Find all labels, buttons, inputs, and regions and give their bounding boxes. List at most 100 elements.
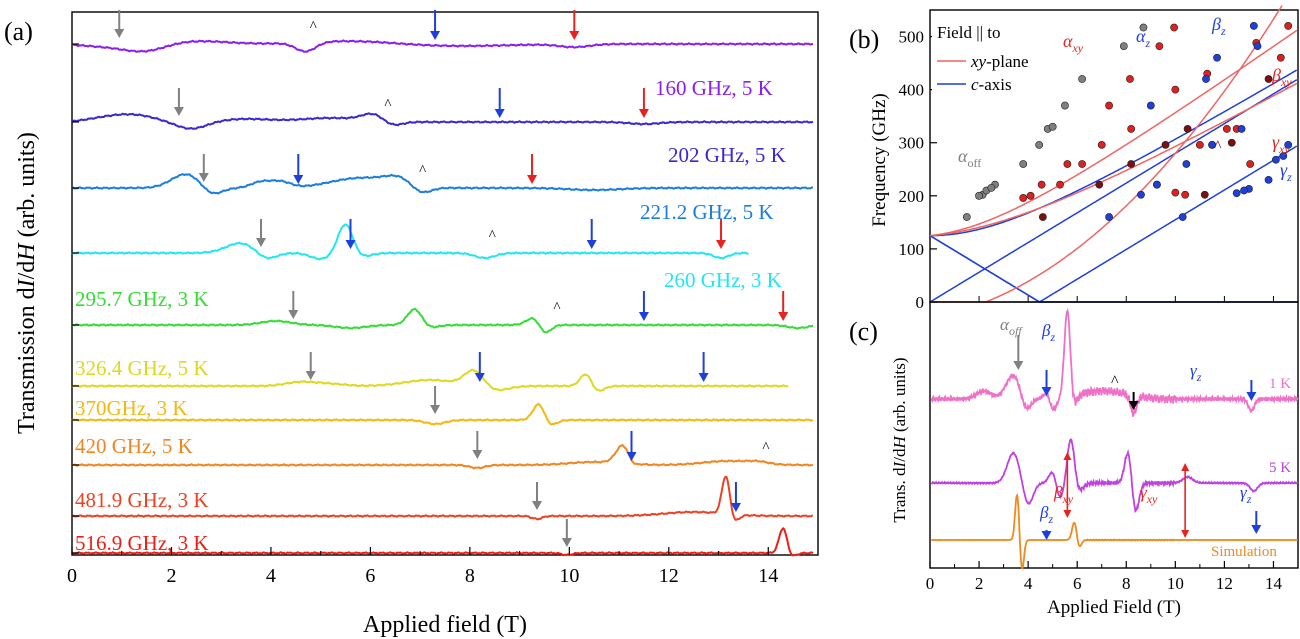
trace-label: 160 GHz, 5 K <box>655 76 773 100</box>
fit-alpha-z <box>930 69 1298 237</box>
dark-red-point <box>1183 125 1192 133</box>
label-gamma-z: γz <box>1280 160 1292 184</box>
red-point <box>1284 22 1293 30</box>
blue-arrow <box>474 352 485 382</box>
blue-point <box>1105 213 1113 221</box>
grey-arrow <box>472 431 483 459</box>
panel-b-legend: Field || to xy-plane c-axis <box>932 18 1042 100</box>
blue-point <box>1153 180 1161 189</box>
panel-b: (b) 0 100 200 300 400 500 Frequency (GHz) Fie… <box>849 5 1299 312</box>
panel-c-frame <box>929 301 1299 569</box>
x-tick-label: 12 <box>659 565 679 587</box>
c-trace-line <box>930 307 1299 417</box>
label-beta-xy: βxy <box>1271 65 1292 89</box>
c-trace-line <box>930 438 1299 514</box>
trace-label: 260 GHz, 3 K <box>664 268 782 292</box>
blue-arrow <box>494 88 505 118</box>
panel-c-label: (c) <box>849 317 878 346</box>
legend-title: Field || to <box>937 23 1000 42</box>
grey-arrow <box>430 386 441 414</box>
legend-xy-label: xy-plane <box>970 52 1029 71</box>
y-tick-label: 500 <box>899 28 925 47</box>
c-label-alpha-off: αoff <box>1000 315 1023 338</box>
blue-arrow <box>626 431 637 461</box>
c-label-gamma-z-mid: γz <box>1240 483 1252 506</box>
c-trace-line <box>931 493 1298 570</box>
red-point <box>1063 160 1072 168</box>
x-tick-label: 12 <box>1216 574 1233 593</box>
red-double-arrow <box>1181 463 1190 538</box>
trace-line <box>71 444 814 470</box>
caret-marker: ^ <box>310 19 317 35</box>
label-beta-z: βz <box>1211 14 1226 38</box>
y-tick-label: 400 <box>899 81 925 100</box>
red-point <box>1105 101 1113 110</box>
fit-gamma-xy <box>930 5 1283 303</box>
red-point <box>1026 191 1035 200</box>
trace-label: 202 GHz, 5 K <box>668 143 786 167</box>
dark-red-point <box>1127 160 1136 168</box>
black-arrow <box>1128 392 1139 410</box>
x-tick-label: 8 <box>1122 574 1131 593</box>
panel-a: (a) 160 GHz, 5 K ^ 202 GHz, 5 K ^ 221.2 GHz,… <box>4 10 819 638</box>
c-series-label-5k: 5 K <box>1269 460 1291 476</box>
x-tick-label: 4 <box>1024 574 1033 593</box>
caret-marker: ^ <box>762 440 769 456</box>
red-point <box>1276 53 1285 62</box>
blue-arrow <box>293 154 304 184</box>
fit-beta-z <box>929 79 1298 303</box>
grey-arrow <box>255 219 266 247</box>
blue-point <box>1272 155 1280 164</box>
panel-c: (c) 0 2 4 6 8 10 12 14 Applied Field (T) Trans.… <box>849 301 1299 618</box>
blue-point <box>1264 175 1273 184</box>
blue-arrow <box>730 482 741 512</box>
red-point <box>1171 188 1180 197</box>
c-label-beta-z-top: βz <box>1041 321 1055 344</box>
trace-line <box>71 172 814 195</box>
blue-arrow <box>586 219 597 249</box>
panel-c-x-axis-label: Applied Field (T) <box>1047 597 1181 618</box>
red-point <box>1195 140 1204 149</box>
dark-red-point <box>1200 190 1209 199</box>
grey-arrow <box>198 154 209 182</box>
panel-b-y-axis-label: Frequency (GHz) <box>869 93 890 226</box>
c-series-label-simulation: Simulation <box>1211 544 1277 560</box>
x-tick-label: 8 <box>465 565 475 587</box>
trace-label: 420 GHz, 5 K <box>75 434 193 458</box>
panel-b-points <box>962 22 1293 221</box>
red-point <box>1222 125 1231 133</box>
x-tick-label: 4 <box>266 565 276 587</box>
legend-c-label: c-axis <box>971 75 1012 94</box>
caret-marker: ^ <box>489 228 496 244</box>
x-tick-label: 0 <box>67 565 77 587</box>
grey-point <box>987 183 996 192</box>
grey-point <box>975 191 983 200</box>
grey-arrow <box>532 482 543 510</box>
red-arrow <box>638 88 649 118</box>
c-label-beta-xy: βxy <box>1053 483 1074 506</box>
x-tick-label: 0 <box>926 574 935 593</box>
blue-point <box>1279 152 1288 160</box>
c-label-gamma-xy: γxy <box>1140 483 1158 506</box>
blue-point <box>1240 186 1248 195</box>
trace-line <box>71 475 814 521</box>
red-point <box>1127 125 1136 133</box>
y-tick-label: 100 <box>899 240 925 259</box>
blue-arrow <box>698 352 709 382</box>
trace-label: 370GHz, 3 K <box>75 396 188 420</box>
trace-label: 481.9 GHz, 3 K <box>75 488 209 512</box>
blue-arrow <box>638 291 649 321</box>
blue-arrow <box>1041 370 1052 396</box>
panel-c-y-axis-label: Trans. dI/dH (arb. units) <box>890 357 909 522</box>
x-tick-label: 6 <box>365 565 375 587</box>
c-series-label-1k: 1 K <box>1269 376 1291 392</box>
y-tick-label: 0 <box>916 293 925 312</box>
trace-line <box>71 368 789 392</box>
blue-arrow <box>1251 511 1262 534</box>
grey-arrow <box>114 10 125 38</box>
grey-arrow <box>1013 335 1024 370</box>
x-tick-label: 2 <box>166 565 176 587</box>
c-label-caret: ^ <box>1111 373 1119 390</box>
blue-point <box>1253 42 1262 51</box>
grey-point <box>1061 101 1069 110</box>
